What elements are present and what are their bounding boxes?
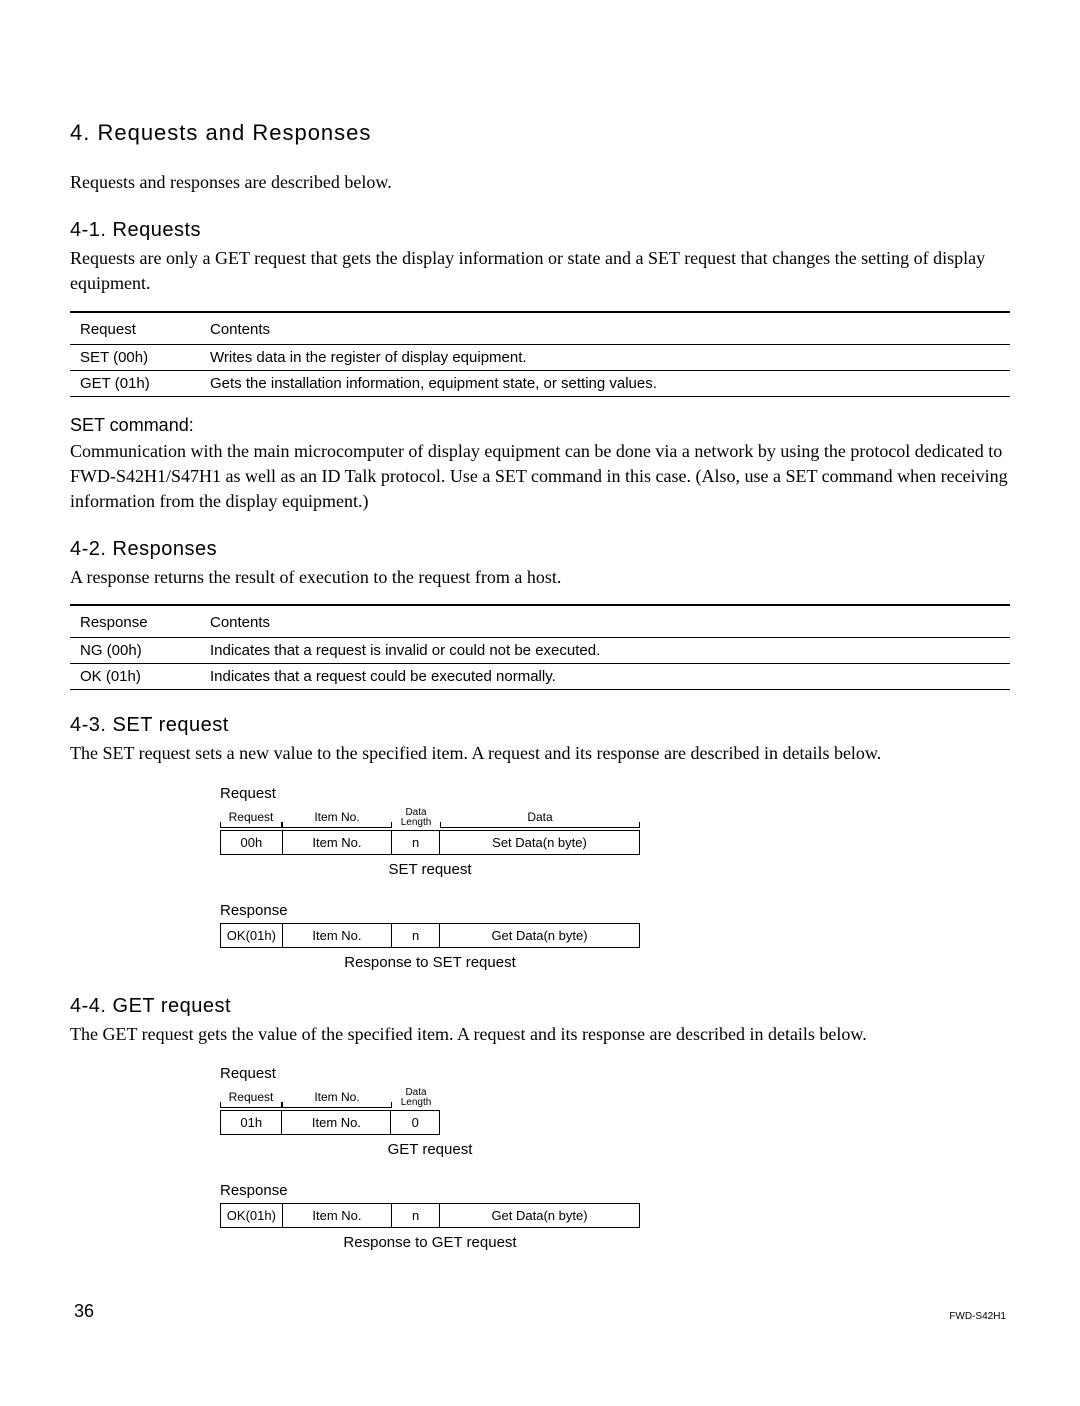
th-response: Response	[70, 605, 200, 638]
cell: Item No.	[283, 1204, 392, 1227]
th-request: Request	[70, 312, 200, 345]
hdr-label: Item No.	[310, 1091, 363, 1104]
cell: NG (00h)	[70, 638, 200, 664]
hdr-label: Data Length	[392, 808, 440, 828]
diagram-title: Response	[220, 902, 640, 919]
text-4-2: A response returns the result of executi…	[70, 565, 1010, 590]
section-intro: Requests and responses are described bel…	[70, 170, 1010, 195]
th-contents: Contents	[200, 312, 1010, 345]
heading-4-1: 4-1. Requests	[70, 219, 1010, 242]
table-row: NG (00h) Indicates that a request is inv…	[70, 638, 1010, 664]
requests-table: Request Contents SET (00h) Writes data i…	[70, 311, 1010, 397]
cell: 01h	[221, 1111, 282, 1134]
cell: OK (01h)	[70, 664, 200, 690]
diagram-caption: Response to SET request	[220, 954, 640, 971]
diagram-caption: SET request	[220, 861, 640, 878]
get-response-diagram: Response OK(01h) Item No. n Get Data(n b…	[220, 1182, 640, 1251]
table-row: GET (01h) Gets the installation informat…	[70, 370, 1010, 396]
hdr-label: Data	[523, 811, 556, 824]
responses-table: Response Contents NG (00h) Indicates tha…	[70, 604, 1010, 690]
set-request-diagram: Request Request Item No. Data Length Dat…	[220, 785, 640, 878]
text-4-4: The GET request gets the value of the sp…	[70, 1022, 1010, 1047]
diagram-caption: Response to GET request	[220, 1234, 640, 1251]
cell: Get Data(n byte)	[440, 924, 639, 947]
hdr-label: Request	[225, 1091, 278, 1104]
text-set-command: Communication with the main microcompute…	[70, 439, 1010, 515]
table-row: OK (01h) Indicates that a request could …	[70, 664, 1010, 690]
page-number: 36	[74, 1301, 94, 1322]
cell: Item No.	[282, 1111, 391, 1134]
cell: n	[392, 924, 440, 947]
heading-set-command: SET command:	[70, 415, 1010, 436]
text-4-1: Requests are only a GET request that get…	[70, 246, 1010, 296]
cell: Writes data in the register of display e…	[200, 344, 1010, 370]
hdr-label: Request	[225, 811, 278, 824]
cell: GET (01h)	[70, 370, 200, 396]
diagram-caption: GET request	[220, 1141, 640, 1158]
cell: n	[392, 831, 440, 854]
cell: Gets the installation information, equip…	[200, 370, 1010, 396]
document-id: FWD-S42H1	[949, 1311, 1006, 1322]
heading-4-2: 4-2. Responses	[70, 538, 1010, 561]
set-response-diagram: Response OK(01h) Item No. n Get Data(n b…	[220, 902, 640, 971]
cell: Set Data(n byte)	[440, 831, 639, 854]
cell: SET (00h)	[70, 344, 200, 370]
cell: 0	[391, 1111, 439, 1134]
th-contents: Contents	[200, 605, 1010, 638]
hdr-label: Item No.	[310, 811, 363, 824]
text-4-3: The SET request sets a new value to the …	[70, 741, 1010, 766]
heading-4-4: 4-4. GET request	[70, 995, 1010, 1018]
cell: Item No.	[283, 831, 392, 854]
diagram-title: Request	[220, 1065, 440, 1082]
hdr-label: Data Length	[392, 1088, 440, 1108]
cell: Get Data(n byte)	[440, 1204, 639, 1227]
cell: OK(01h)	[221, 1204, 283, 1227]
get-request-diagram: Request Request Item No. Data Length 01h…	[220, 1065, 440, 1158]
heading-4-3: 4-3. SET request	[70, 714, 1010, 737]
cell: n	[392, 1204, 440, 1227]
cell: Indicates that a request could be execut…	[200, 664, 1010, 690]
cell: OK(01h)	[221, 924, 283, 947]
diagram-title: Request	[220, 785, 640, 802]
cell: Indicates that a request is invalid or c…	[200, 638, 1010, 664]
cell: 00h	[221, 831, 283, 854]
table-row: SET (00h) Writes data in the register of…	[70, 344, 1010, 370]
footer: 36 FWD-S42H1	[70, 1301, 1010, 1322]
diagram-title: Response	[220, 1182, 640, 1199]
section-title: 4. Requests and Responses	[70, 120, 1010, 146]
cell: Item No.	[283, 924, 392, 947]
